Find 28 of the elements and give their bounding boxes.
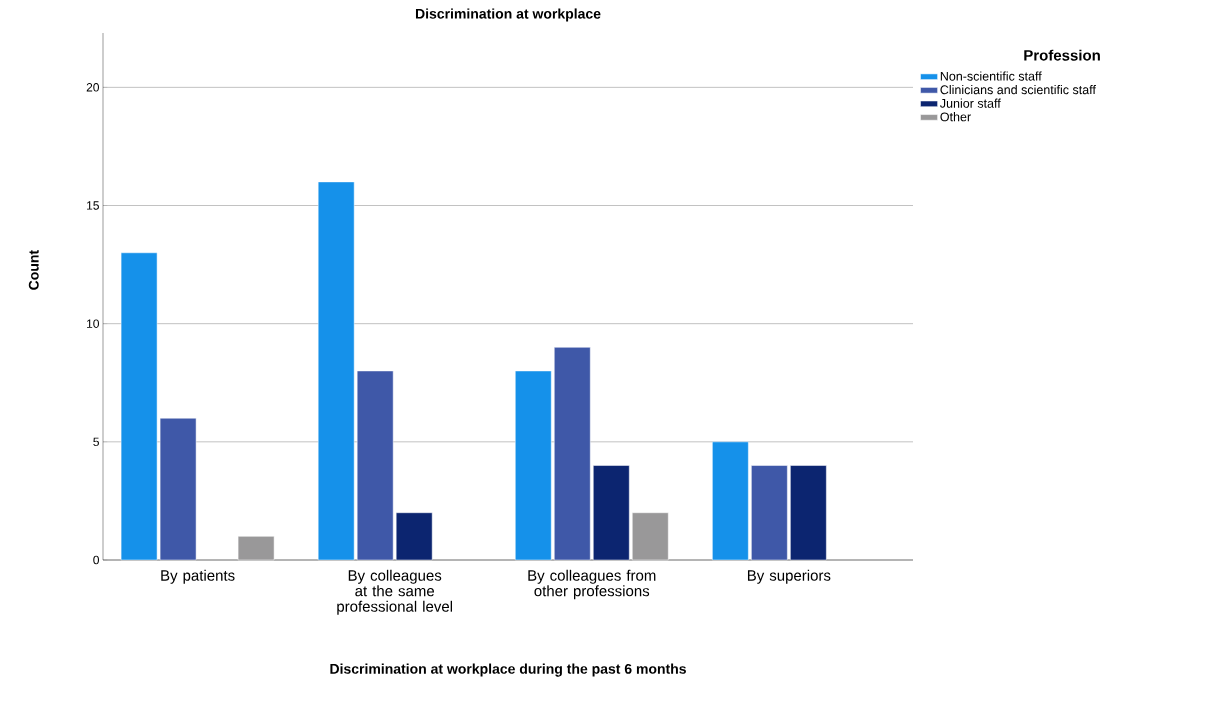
- y-tick-label: 10: [87, 319, 100, 328]
- chart-title: Discrimination at workplace: [415, 8, 601, 22]
- x-tick-label: By patients: [161, 569, 235, 584]
- bar: [790, 465, 827, 561]
- bar: [356, 370, 394, 561]
- bar: [593, 465, 630, 561]
- x-tick-label: By colleagues from other professions: [528, 569, 656, 600]
- legend-label: Other: [940, 112, 971, 122]
- bar: [395, 512, 433, 561]
- bar: [317, 181, 355, 561]
- legend-label: Junior staff: [940, 98, 1001, 108]
- bar: [237, 536, 275, 561]
- bar: [712, 441, 749, 561]
- y-tick-label: 20: [86, 83, 100, 92]
- x-tick-label: By superiors: [747, 569, 831, 584]
- x-tick-label: By colleagues at the same professional level: [337, 569, 453, 615]
- bar: [554, 347, 591, 561]
- bar: [515, 370, 552, 561]
- y-axis-title: Count: [28, 250, 39, 290]
- y-tick-label: 5: [93, 437, 99, 447]
- y-tick-label: 15: [87, 201, 99, 210]
- legend-label: Clinicians and scientific staff: [940, 85, 1096, 95]
- bar: [751, 465, 788, 561]
- legend-label: Non-scientific staff: [940, 71, 1042, 81]
- x-axis-title: Discrimination at workplace during the past 6 months: [330, 663, 686, 677]
- legend-title: Profession: [1024, 49, 1100, 61]
- bar: [632, 512, 669, 561]
- y-tick-label: 0: [93, 555, 100, 565]
